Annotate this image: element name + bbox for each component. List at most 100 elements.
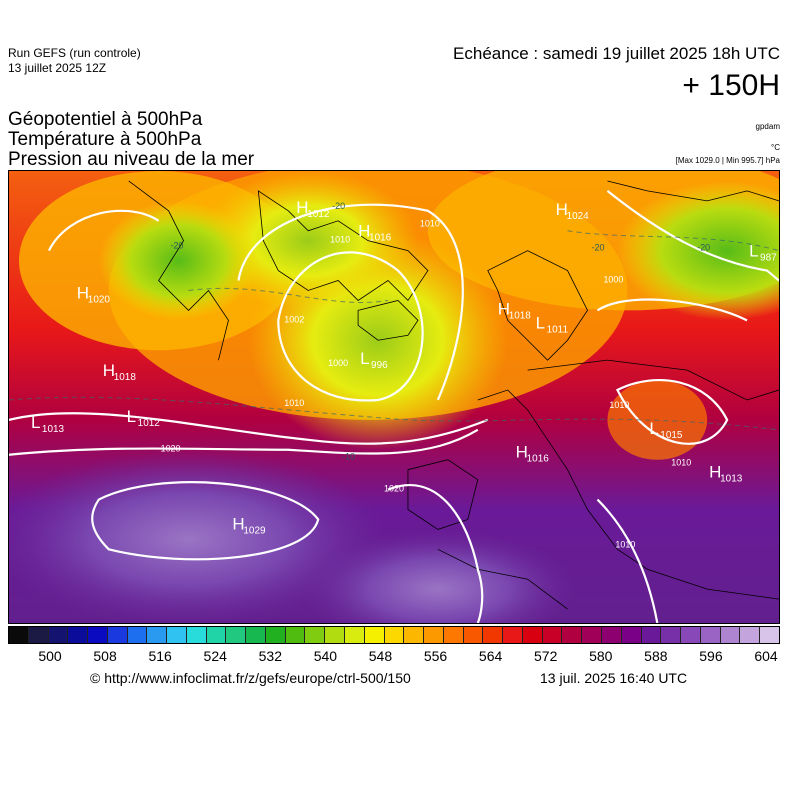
pressure-system-value: 1012	[138, 418, 161, 429]
colorbar-swatch	[522, 627, 543, 643]
pressure-system-letter: H	[103, 361, 115, 380]
colorbar-swatch	[246, 627, 266, 643]
pressure-system-letter: H	[498, 299, 510, 318]
colorbar-tick-label: 548	[368, 648, 393, 664]
colorbar-swatch	[147, 627, 168, 643]
isobar-label: 1010	[330, 235, 350, 245]
pressure-system-value: 1018	[509, 310, 532, 321]
colorbar-tick-label: 556	[423, 648, 448, 664]
pressure-system-value: 1016	[369, 233, 392, 244]
colorbar-swatch	[186, 627, 207, 643]
colorbar-swatch	[345, 627, 365, 643]
colorbar-swatch	[740, 627, 761, 643]
run-title: Run GEFS (run controle)	[8, 46, 141, 60]
colorbar-swatch	[107, 627, 128, 643]
colorbar-swatch	[700, 627, 721, 643]
coastlines	[128, 180, 779, 610]
pressure-system-letter: L	[31, 413, 40, 432]
pressure-system-letter: H	[556, 200, 568, 219]
colorbar-tick-label: 580	[589, 648, 613, 664]
colorbar-tick-label: 564	[478, 648, 503, 664]
isotherm-label: -10	[342, 452, 355, 462]
pressure-system-letter: H	[709, 463, 721, 482]
colorbar-tick-label: 532	[258, 648, 282, 664]
colorbar-swatch	[404, 627, 425, 643]
colorbar-ticks: 500 508 516 524 532 540 548 556 564 572 580 588 596 6…	[8, 648, 780, 666]
pressure-system-value: 1011	[547, 324, 569, 335]
pressure-system-value: 1016	[527, 454, 550, 465]
pressure-system-letter: L	[649, 419, 658, 438]
colorbar-swatch	[285, 627, 306, 643]
isobar-labels: 1020 1020 1010 1010 1000 1002 1010 1010 1010 1010…	[161, 219, 692, 550]
colorbar-swatch	[305, 627, 326, 643]
colorbar-swatch	[582, 627, 602, 643]
unit-geopotential: gpdam	[755, 122, 780, 131]
isotherm-label: -20	[171, 241, 184, 251]
pressure-system-value: 1013	[42, 424, 65, 435]
colorbar-swatch	[226, 627, 247, 643]
credit-link[interactable]: © http://www.infoclimat.fr/z/gefs/europe…	[90, 670, 411, 686]
colorbar-swatch	[68, 627, 89, 643]
isobar-label: 1010	[284, 398, 304, 408]
pressure-system-value: 1024	[567, 211, 590, 222]
pressure-system-value: 1029	[243, 525, 266, 536]
isobars	[9, 190, 779, 623]
pressure-system-letter: L	[536, 313, 545, 332]
colorbar-swatch	[127, 627, 148, 643]
colorbar-swatch	[681, 627, 701, 643]
pressure-system-low: L 1012	[127, 407, 161, 429]
field-geopotential: Géopotentiel à 500hPa	[8, 109, 203, 130]
colorbar-tick-label: 524	[203, 648, 227, 664]
isotherm-label: -20	[591, 243, 604, 253]
pressure-system-value: 1018	[114, 372, 137, 383]
colorbar-swatch	[601, 627, 622, 643]
field-temperature: Température à 500hPa	[8, 129, 202, 150]
colorbar-swatch	[9, 627, 29, 643]
pressure-system-letter: H	[358, 222, 370, 241]
pressure-system-letter: L	[360, 349, 369, 368]
colorbar-swatch	[265, 627, 286, 643]
pressure-system-letter: H	[77, 283, 89, 302]
pressure-system-low: L 987	[749, 242, 777, 264]
pressure-system-low: L 1015	[649, 419, 683, 441]
pressure-system-low: L 996	[360, 349, 388, 371]
colorbar-swatch	[641, 627, 662, 643]
colorbar-tick-label: 572	[534, 648, 558, 664]
field-slp: Pression au niveau de la mer	[8, 149, 255, 170]
isotherms	[9, 230, 779, 431]
isobar-label: 1010	[615, 539, 635, 549]
unit-temperature: °C	[771, 143, 780, 152]
isobar-label: 1000	[328, 358, 348, 368]
colorbar-swatch	[28, 627, 49, 643]
isobar-label: 1002	[284, 314, 304, 324]
isobar-label: 1020	[384, 484, 404, 494]
colorbar-swatch	[661, 627, 682, 643]
pressure-system-letter: H	[296, 198, 308, 217]
pressure-system-low: L 1011	[536, 313, 569, 335]
run-date: 13 juillet 2025 12Z	[8, 61, 107, 75]
isobar-label: 1020	[161, 444, 181, 454]
colorbar-swatch	[48, 627, 69, 643]
colorbar-swatch	[167, 627, 187, 643]
max-min-pressure: [Max 1029.0 | Min 995.7] hPa	[675, 156, 780, 165]
colorbar-tick-label: 516	[148, 648, 172, 664]
lead-time: + 150H	[682, 69, 780, 102]
colorbar-swatch	[384, 627, 405, 643]
colorbar-swatch	[621, 627, 642, 643]
colorbar-tick-label: 596	[699, 648, 723, 664]
colorbar-swatch	[206, 627, 227, 643]
colorbar-tick-label: 540	[313, 648, 338, 664]
colorbar-swatch	[720, 627, 741, 643]
isotherm-label: -20	[697, 243, 710, 253]
colorbar-swatch	[463, 627, 484, 643]
colorbar-swatch	[364, 627, 385, 643]
colorbar-tick-label: 500	[38, 648, 62, 664]
pressure-system-value: 1013	[720, 474, 743, 485]
